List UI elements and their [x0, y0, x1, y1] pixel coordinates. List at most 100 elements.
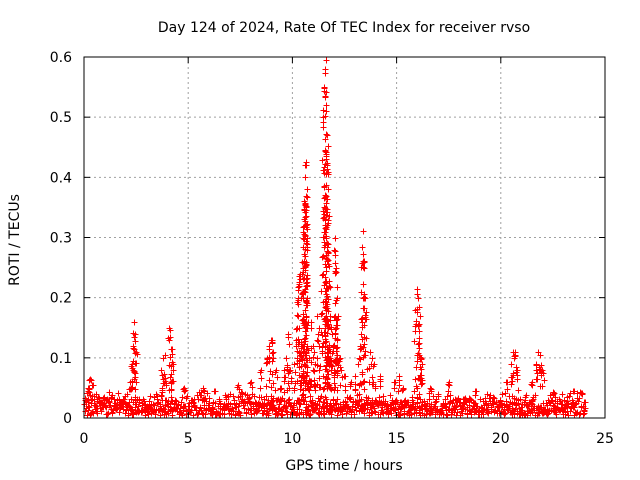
data-point	[324, 305, 331, 312]
data-point	[369, 374, 376, 381]
data-point	[362, 348, 369, 355]
data-point	[326, 346, 333, 353]
data-point	[311, 377, 318, 384]
data-point	[269, 358, 276, 365]
data-point	[447, 392, 454, 399]
data-point	[102, 403, 109, 410]
data-point	[326, 263, 333, 270]
data-point	[396, 373, 403, 380]
data-point	[302, 307, 309, 314]
data-point	[372, 385, 379, 392]
data-point	[363, 335, 370, 342]
data-point	[533, 367, 540, 374]
data-point	[332, 326, 339, 333]
data-point	[133, 379, 140, 386]
data-point	[502, 390, 509, 397]
data-point	[266, 377, 273, 384]
data-point	[358, 331, 365, 338]
data-point	[370, 403, 377, 410]
data-point	[331, 380, 338, 387]
data-point	[130, 410, 137, 417]
data-point	[116, 409, 123, 416]
x-axis-label: GPS time / hours	[285, 458, 402, 474]
data-point	[212, 388, 219, 395]
data-point	[360, 228, 367, 235]
data-point	[266, 343, 273, 350]
data-point	[530, 396, 537, 403]
data-point	[87, 376, 94, 383]
data-point	[282, 405, 289, 412]
data-point	[326, 283, 333, 290]
data-point	[513, 364, 520, 371]
data-point	[265, 410, 272, 417]
data-point	[109, 392, 116, 399]
data-point	[571, 388, 578, 395]
data-point	[304, 194, 311, 201]
data-point	[445, 406, 452, 413]
data-point	[320, 167, 327, 174]
data-point	[235, 382, 242, 389]
data-point	[333, 325, 340, 332]
data-point	[324, 206, 331, 213]
data-point	[549, 397, 556, 404]
data-point	[325, 143, 332, 150]
data-point	[85, 385, 92, 392]
data-point	[508, 361, 515, 368]
data-point	[281, 367, 288, 374]
data-point	[391, 385, 398, 392]
data-point	[504, 379, 511, 386]
data-point	[303, 159, 310, 166]
data-point	[311, 349, 318, 356]
data-point	[414, 385, 421, 392]
data-point	[522, 397, 529, 404]
data-point	[126, 403, 133, 410]
data-point	[283, 355, 290, 362]
data-point	[361, 352, 368, 359]
data-point	[525, 403, 532, 410]
data-point	[511, 353, 518, 360]
data-point	[304, 241, 311, 248]
data-point	[130, 343, 137, 350]
data-point	[232, 404, 239, 411]
data-point	[324, 323, 331, 330]
data-point	[241, 405, 248, 412]
data-point	[273, 367, 280, 374]
y-tick-label: 0.6	[50, 50, 72, 66]
data-point	[316, 398, 323, 405]
data-point	[303, 240, 310, 247]
data-point	[278, 411, 285, 418]
data-point	[303, 213, 310, 220]
data-point	[327, 284, 334, 291]
data-point	[467, 396, 474, 403]
data-point	[432, 399, 439, 406]
data-point	[509, 378, 516, 385]
data-point	[324, 293, 331, 300]
data-point	[334, 387, 341, 394]
data-point	[532, 392, 539, 399]
data-point	[369, 355, 376, 362]
data-point	[154, 396, 161, 403]
data-point	[147, 393, 154, 400]
data-point	[371, 361, 378, 368]
data-point	[168, 371, 175, 378]
data-point	[384, 408, 391, 415]
data-point	[323, 268, 330, 275]
data-point	[310, 354, 317, 361]
data-point	[202, 411, 209, 418]
data-point	[518, 404, 525, 411]
data-point	[316, 325, 323, 332]
data-point	[474, 403, 481, 410]
data-point	[269, 337, 276, 344]
data-point	[302, 289, 309, 296]
data-point	[534, 370, 541, 377]
data-point	[86, 404, 93, 411]
data-point	[320, 373, 327, 380]
data-point	[293, 326, 300, 333]
data-point	[327, 385, 334, 392]
data-point	[407, 407, 414, 414]
data-point	[333, 348, 340, 355]
data-point	[380, 393, 387, 400]
data-point	[491, 395, 498, 402]
data-point	[332, 300, 339, 307]
data-point	[270, 355, 277, 362]
